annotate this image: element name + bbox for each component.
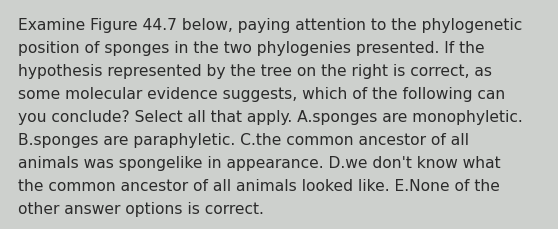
Text: Examine Figure 44.7 below, paying attention to the phylogenetic: Examine Figure 44.7 below, paying attent… bbox=[18, 18, 522, 33]
Text: animals was spongelike in appearance. D.we don't know what: animals was spongelike in appearance. D.… bbox=[18, 155, 501, 170]
Text: the common ancestor of all animals looked like. E.None of the: the common ancestor of all animals looke… bbox=[18, 178, 500, 193]
Text: other answer options is correct.: other answer options is correct. bbox=[18, 201, 264, 216]
Text: hypothesis represented by the tree on the right is correct, as: hypothesis represented by the tree on th… bbox=[18, 64, 492, 79]
Text: B.sponges are paraphyletic. C.the common ancestor of all: B.sponges are paraphyletic. C.the common… bbox=[18, 132, 469, 147]
Text: position of sponges in the two phylogenies presented. If the: position of sponges in the two phylogeni… bbox=[18, 41, 485, 56]
Text: some molecular evidence suggests, which of the following can: some molecular evidence suggests, which … bbox=[18, 87, 505, 101]
Text: you conclude? Select all that apply. A.sponges are monophyletic.: you conclude? Select all that apply. A.s… bbox=[18, 109, 523, 124]
